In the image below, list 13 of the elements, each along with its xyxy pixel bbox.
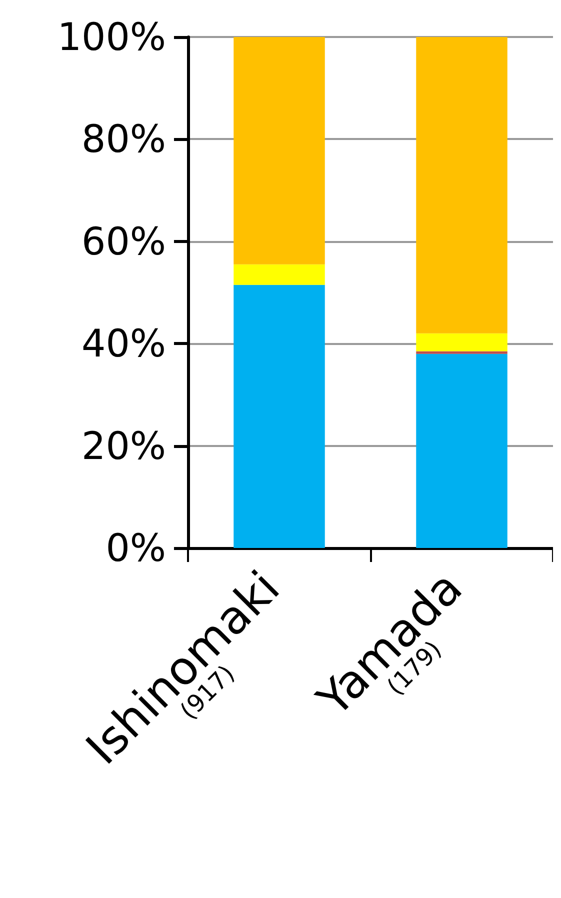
bar xyxy=(416,351,508,354)
bar xyxy=(416,333,508,352)
bar xyxy=(416,354,508,548)
bar xyxy=(234,37,325,264)
bar xyxy=(234,264,325,285)
y-tick-label: 40% xyxy=(82,322,166,366)
bar xyxy=(416,37,508,334)
y-tick-label: 20% xyxy=(82,424,166,468)
y-tick-label: 60% xyxy=(82,219,166,264)
y-tick-label: 0% xyxy=(106,526,166,570)
y-tick-label: 100% xyxy=(57,15,166,59)
bar xyxy=(234,284,325,548)
y-tick-label: 80% xyxy=(82,117,166,162)
